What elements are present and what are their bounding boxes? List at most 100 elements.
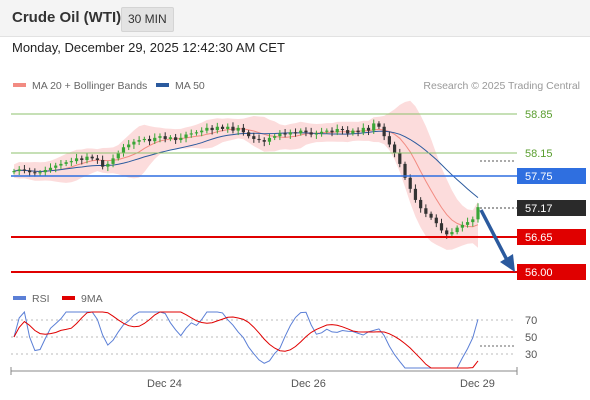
candle-body [226,126,230,129]
candle-body [398,152,402,164]
candle-body [38,172,42,174]
candle-body [366,127,371,131]
candle-body [236,127,240,131]
candle-body [471,219,475,223]
resistance-2-label: 58.85 [525,109,553,121]
candle-body [319,131,324,134]
candle-body [33,172,37,174]
candle-body [252,136,256,139]
candle-body [158,136,162,138]
candle-body [22,169,27,171]
candle-body [429,213,433,218]
candle-body [460,224,464,228]
candle-body [346,130,350,134]
candle-body [340,128,345,131]
candle-body [189,133,193,135]
legend-ma20-label: MA 20 + Bollinger Bands [32,80,148,92]
last-price-badge [517,200,586,216]
candle-body [419,199,423,209]
candle-body [17,169,21,172]
resistance-1-label: 58.15 [525,148,553,160]
candle-body [273,136,277,138]
forecast-arrow [479,209,515,272]
instrument-title: Crude Oil (WTI) [12,9,122,26]
candle-body [262,140,266,142]
pivot-badge [517,168,586,184]
bollinger-band [14,100,478,250]
candle-body [95,158,100,161]
candle-body [330,130,334,133]
candle-body [101,160,105,167]
legend-rsi: RSI [13,293,50,305]
candle-body [439,223,444,231]
candle-body [85,156,89,161]
candle-body [247,132,251,137]
candle-body [382,126,386,137]
candle-body [163,136,167,139]
datetime-label: Monday, December 29, 2025 12:42:30 AM CE… [12,40,285,55]
candle-body [184,134,188,138]
candle-body [111,158,115,164]
candle-body [43,169,47,173]
candle-body [335,128,339,133]
legend-9ma: 9MA [62,293,103,305]
candle-body [325,130,329,132]
candle-body [434,217,438,224]
legend-9ma-swatch [62,296,75,301]
ma20-line [13,128,479,228]
candle-body [309,132,313,135]
candle-body [215,126,219,131]
legend-9ma-label: 9MA [81,293,103,305]
candle-body [351,130,355,134]
legend-ma50-swatch [156,83,169,88]
support-1-label: 56.65 [525,232,553,244]
candle-body [121,147,126,153]
candle-body [288,132,292,135]
credit-text: Research © 2025 Trading Central [423,80,580,92]
candle-body [476,207,480,220]
candle-body [48,167,53,170]
legend-rsi-swatch [13,296,26,301]
candle-body [377,123,381,127]
candle-body [142,138,146,141]
candle-body [299,130,303,134]
candle-body [445,230,449,235]
candle-body [220,126,225,129]
candle-body [194,132,199,134]
candle-body [74,158,79,162]
candle-body [168,137,173,139]
rsi-tick-50: 50 [525,332,537,344]
candle-body [106,163,110,167]
candle-body [90,156,94,159]
candle-body [28,170,32,173]
candle-body [257,138,261,141]
candle-body [116,152,120,159]
legend-ma20: MA 20 + Bollinger Bands [13,80,147,92]
legend-ma50: MA 50 [156,80,205,92]
candle-body [356,130,360,133]
candle-body [372,123,376,131]
candle-body [241,127,245,133]
rsi-9ma-line [13,311,479,369]
support-1-badge [517,229,586,245]
candle-body [304,130,308,133]
x-tick-dec26: Dec 26 [291,378,326,390]
rsi-tick-30: 30 [525,349,537,361]
candle-body [80,158,84,161]
legend-rsi-label: RSI [32,293,50,305]
legend-ma20-swatch [13,83,26,88]
candle-body [413,188,418,200]
candle-body [153,137,157,142]
candle-body [424,208,428,214]
candle-body [174,137,178,141]
candle-body [69,161,73,163]
candle-body [387,136,391,145]
candle-body [205,127,209,131]
timeframe-button[interactable]: 30 MIN [121,7,174,32]
candle-body [267,137,272,142]
candle-body [200,130,204,133]
candle-body [132,141,136,145]
candle-body [278,133,282,137]
candle-body [64,162,68,164]
